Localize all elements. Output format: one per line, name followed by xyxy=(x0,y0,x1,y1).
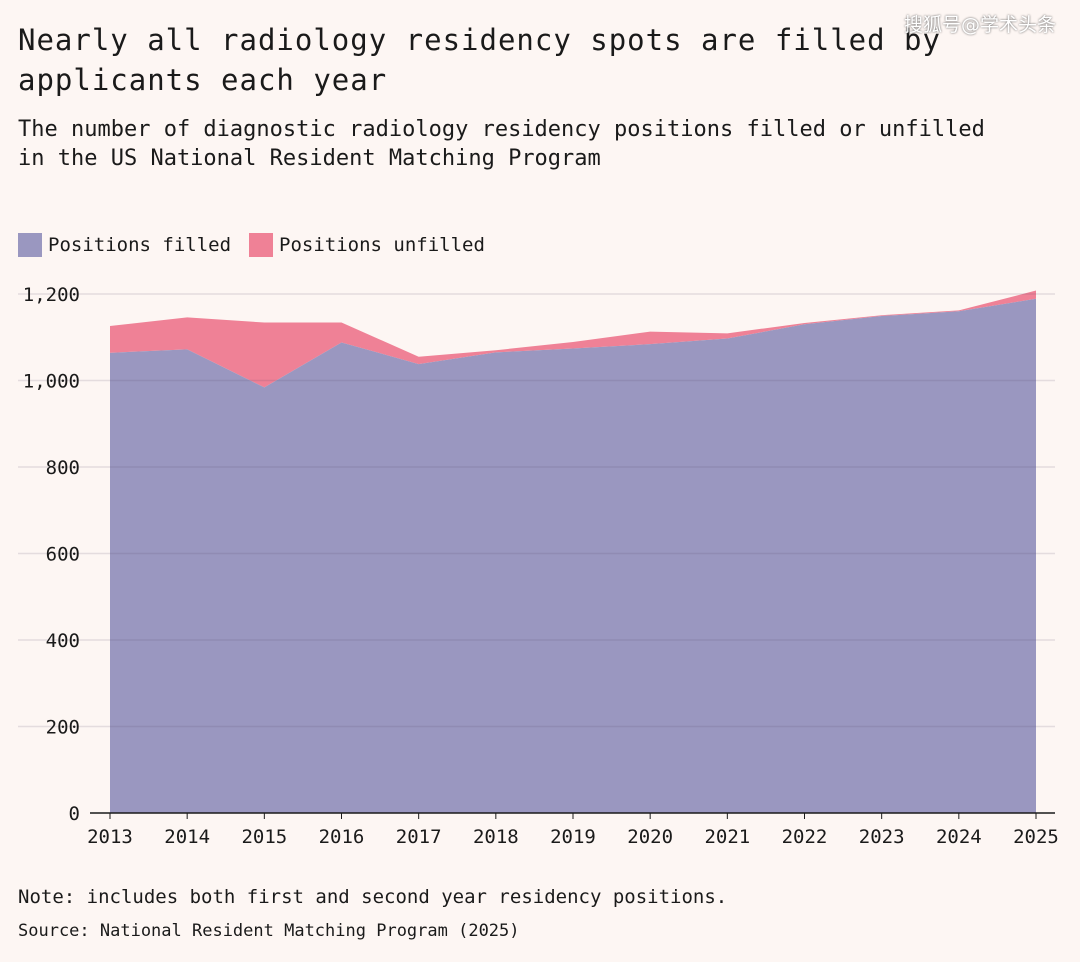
x-tick-label: 2016 xyxy=(319,826,365,848)
chart-title: Nearly all radiology residency spots are… xyxy=(18,23,941,97)
y-tick-label: 600 xyxy=(46,544,80,566)
x-tick-label: 2015 xyxy=(241,826,287,848)
y-tick-label: 1,000 xyxy=(23,371,80,393)
chart-source: Source: National Resident Matching Progr… xyxy=(18,921,520,941)
legend-item-filled: Positions filled xyxy=(18,233,231,257)
y-tick-label: 400 xyxy=(46,630,80,652)
x-tick-label: 2022 xyxy=(782,826,828,848)
legend-label-filled: Positions filled xyxy=(48,234,232,256)
x-tick-label: 2018 xyxy=(473,826,519,848)
area-positions-unfilled xyxy=(110,290,1036,388)
chart-note: Note: includes both first and second yea… xyxy=(18,886,728,908)
chart-subtitle: The number of diagnostic radiology resid… xyxy=(18,117,985,171)
x-tick-label: 2025 xyxy=(1013,826,1059,848)
y-tick-label: 1,200 xyxy=(23,284,80,306)
legend-swatch-unfilled xyxy=(249,233,274,257)
x-tick-label: 2013 xyxy=(87,826,133,848)
x-tick-label: 2020 xyxy=(627,826,673,848)
watermark: 搜狐号@学术头条 xyxy=(903,14,1056,36)
x-tick-label: 2017 xyxy=(396,826,442,848)
legend: Positions filled Positions unfilled xyxy=(18,233,485,257)
x-tick-label: 2019 xyxy=(550,826,596,848)
y-tick-label: 800 xyxy=(46,457,80,479)
x-tick-label: 2024 xyxy=(936,826,982,848)
x-tick-label: 2014 xyxy=(164,826,210,848)
area-positions-filled xyxy=(110,298,1036,813)
x-tick-label: 2023 xyxy=(859,826,905,848)
legend-item-unfilled: Positions unfilled xyxy=(249,233,485,257)
legend-label-unfilled: Positions unfilled xyxy=(279,234,485,256)
y-tick-label: 0 xyxy=(69,803,80,825)
y-tick-label: 200 xyxy=(46,717,80,739)
x-tick-label: 2021 xyxy=(704,826,750,848)
legend-swatch-filled xyxy=(18,233,42,257)
